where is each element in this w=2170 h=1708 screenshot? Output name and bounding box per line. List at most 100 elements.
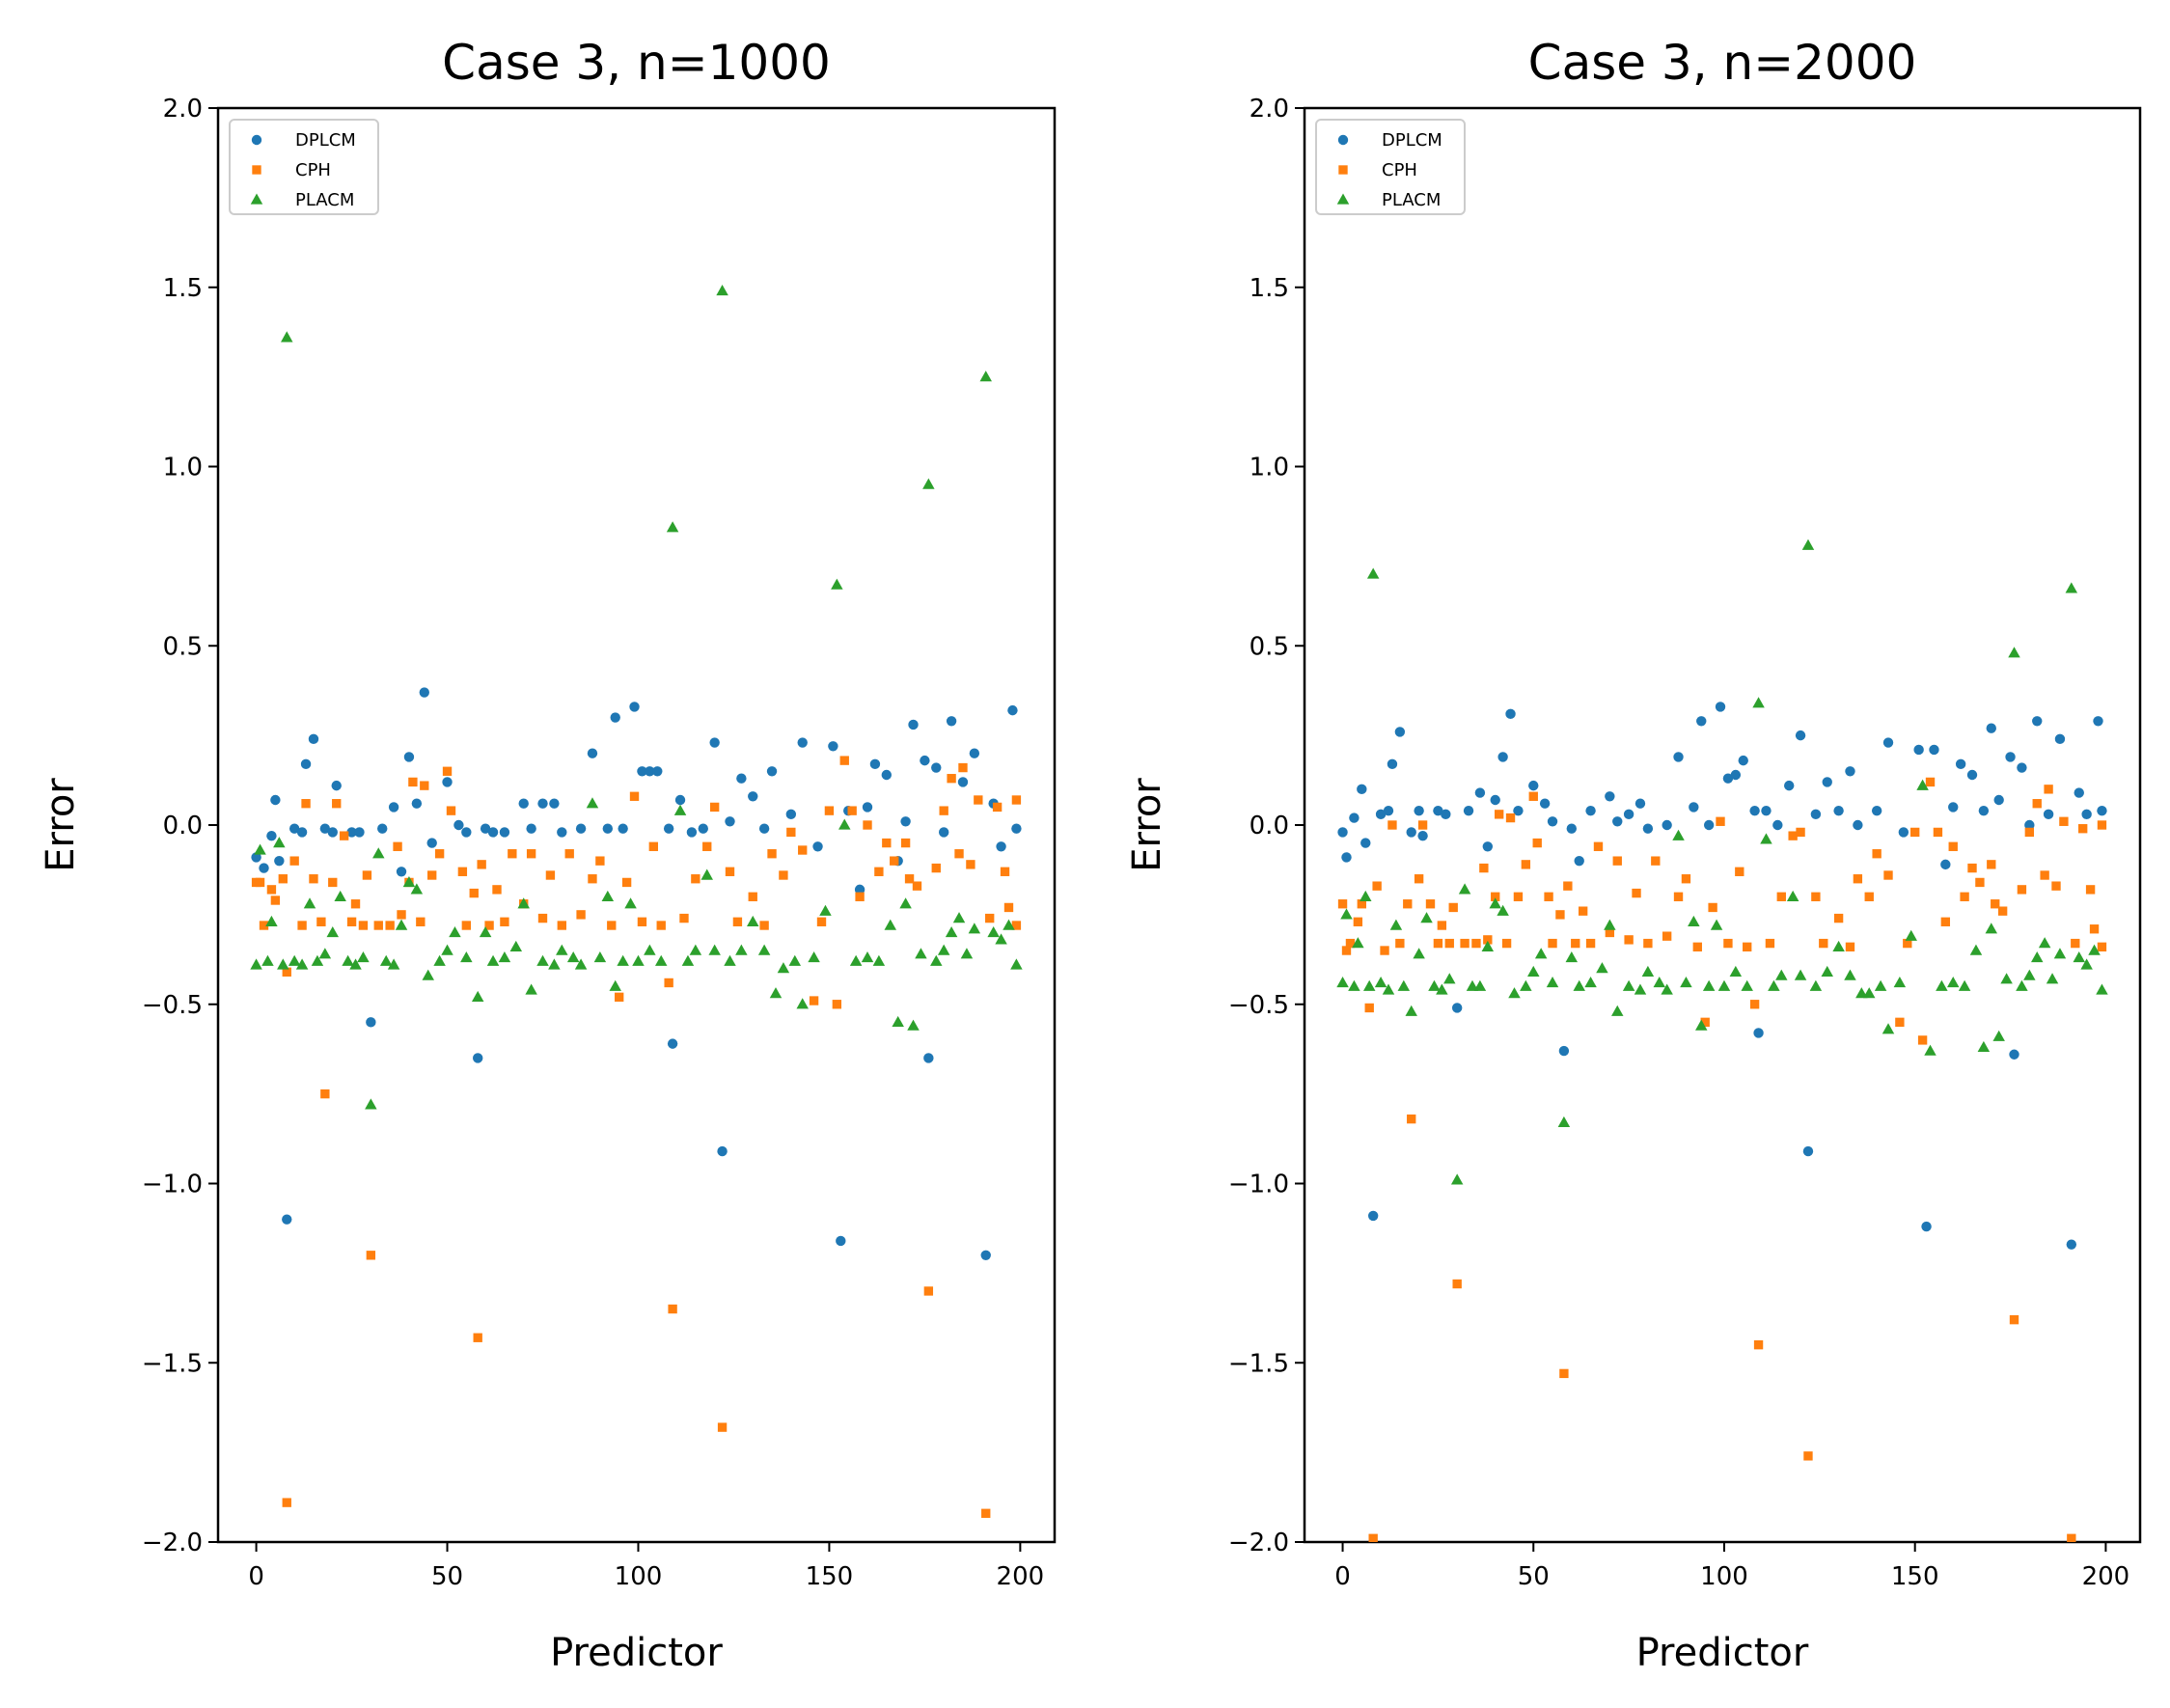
data-point-dplcm [1482, 841, 1494, 852]
data-point-cph [1723, 938, 1733, 949]
data-point-cph [397, 910, 406, 920]
data-point-cph [939, 806, 948, 815]
data-point-placm [1397, 979, 1411, 991]
data-point-placm [808, 951, 820, 963]
data-point-placm [261, 954, 274, 966]
data-point-cph [508, 849, 517, 859]
data-point-cph [1967, 863, 1977, 873]
data-point-placm [644, 944, 656, 955]
data-point-cph [2097, 942, 2107, 951]
data-point-dplcm [946, 716, 957, 727]
x-tick-label: 0 [248, 1562, 264, 1591]
data-point-dplcm [377, 823, 388, 834]
data-point-cph [1337, 899, 1348, 909]
data-point-placm [1760, 833, 1772, 844]
data-point-cph [1528, 791, 1538, 801]
data-point-placm [566, 951, 580, 963]
data-point-cph [484, 921, 494, 930]
data-point-dplcm [931, 762, 942, 773]
data-point-dplcm [1871, 805, 1882, 816]
data-point-cph [1003, 902, 1014, 913]
data-point-placm [1443, 973, 1456, 984]
data-point-cph [1437, 921, 1447, 930]
y-tick-label: −0.5 [1228, 991, 1289, 1020]
data-point-dplcm [1417, 830, 1428, 841]
data-point-cph [839, 756, 849, 765]
data-point-cph [664, 978, 673, 988]
data-point-dplcm [1349, 813, 1360, 823]
data-point-cph [709, 802, 720, 813]
data-point-placm [1481, 940, 1495, 951]
data-point-cph [1940, 917, 1951, 926]
data-point-dplcm [1441, 809, 1451, 820]
data-point-dplcm [881, 769, 893, 781]
data-point-cph [2044, 785, 2053, 794]
data-point-dplcm [748, 791, 758, 802]
data-point-placm [777, 962, 790, 974]
data-point-cph [297, 921, 307, 930]
y-tick-label: −1.0 [1228, 1171, 1289, 1199]
y-tick-label: 0.5 [1250, 632, 1289, 661]
y-tick-label: 1.0 [1250, 454, 1289, 482]
data-point-dplcm [900, 816, 911, 827]
data-point-cph [1395, 938, 1405, 949]
data-point-dplcm [1383, 805, 1394, 816]
data-point-placm [1466, 979, 1479, 991]
data-point-cph [2009, 1314, 2019, 1325]
data-point-dplcm [1662, 819, 1672, 831]
data-point-cph [595, 856, 605, 866]
data-point-placm [2030, 951, 2044, 963]
data-point-dplcm [282, 1214, 292, 1225]
y-tick-label: 1.0 [163, 454, 203, 482]
data-point-cph [1624, 935, 1634, 945]
data-point-dplcm [1822, 777, 1832, 787]
data-point-dplcm [549, 798, 560, 809]
data-point-dplcm [331, 780, 342, 791]
data-point-dplcm [1612, 816, 1623, 827]
data-point-placm [372, 847, 385, 859]
data-point-placm [281, 331, 293, 343]
data-point-cph [1991, 899, 2000, 909]
data-point-cph [874, 867, 884, 876]
data-point-placm [617, 954, 629, 966]
data-point-dplcm [1993, 794, 2004, 806]
data-point-cph [289, 856, 299, 866]
y-tick-label: 0.0 [163, 812, 203, 840]
data-point-cph [1011, 921, 1022, 930]
data-point-cph [1444, 938, 1454, 949]
data-point-cph [1387, 820, 1397, 830]
data-point-placm [1450, 1173, 1464, 1185]
data-point-placm [1958, 979, 1971, 991]
x-tick-label: 100 [615, 1562, 663, 1591]
data-point-cph [366, 1251, 376, 1260]
x-tick-label: 100 [1700, 1562, 1748, 1591]
data-point-placm [609, 979, 621, 991]
data-point-cph [2024, 827, 2035, 838]
data-point-dplcm [602, 823, 614, 834]
data-point-dplcm [419, 687, 429, 698]
legend-marker-dplcm [251, 134, 262, 146]
y-axis-label: Error [39, 778, 83, 872]
data-point-cph [477, 860, 486, 869]
data-point-dplcm [411, 798, 423, 809]
data-point-cph [282, 1498, 291, 1507]
data-point-cph [1749, 1000, 1760, 1009]
data-point-cph [1903, 938, 1912, 949]
data-point-cph [434, 849, 445, 859]
data-point-placm [1420, 912, 1433, 923]
data-point-placm [747, 915, 759, 926]
data-point-dplcm [1772, 819, 1783, 831]
data-point-cph [732, 917, 743, 926]
y-tick-label: 0.0 [1250, 812, 1289, 840]
data-point-cph [847, 806, 857, 815]
data-point-cph [1765, 938, 1775, 949]
data-point-cph [1593, 841, 1604, 851]
data-point-dplcm [969, 748, 980, 758]
data-point-cph [1975, 877, 1985, 888]
data-point-placm [536, 954, 549, 966]
data-point-dplcm [1505, 708, 1516, 720]
data-point-placm [1374, 977, 1387, 988]
data-point-placm [574, 958, 588, 970]
data-point-cph [912, 881, 922, 891]
